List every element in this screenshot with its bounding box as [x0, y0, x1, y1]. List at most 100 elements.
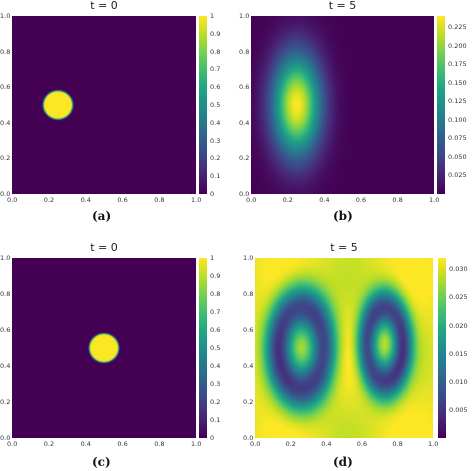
panel-caption: (b)	[333, 209, 353, 223]
y-tick-label: 0.4	[243, 362, 254, 370]
x-tick-label: 0.6	[355, 196, 367, 204]
colorbar-tick-label: 0.4	[210, 118, 221, 127]
colorbar-tick-label: 0.100	[448, 115, 467, 124]
colorbar-tick-label: 0.225	[448, 23, 467, 32]
x-tick-label: 0.8	[392, 440, 403, 448]
x-tick-label: 0.4	[319, 196, 330, 204]
x-tick-label: 0.0	[7, 440, 18, 448]
colorbar-tick-label: 0.125	[448, 97, 467, 106]
colorbar-tick-label: 0.3	[210, 380, 221, 388]
colorbar-tick-label: 0.6	[210, 326, 221, 334]
colorbar-tick-label: 0.015	[449, 349, 468, 358]
colorbar-tick-label: 0.6	[210, 83, 221, 92]
y-tick-label: 0.2	[0, 398, 11, 406]
y-tick-label: 0.0	[0, 434, 11, 442]
x-tick-label: 0.0	[250, 440, 261, 448]
colorbar	[199, 16, 207, 194]
y-tick-label: 0.8	[0, 290, 11, 298]
chart-title: t = 5	[328, 0, 357, 12]
x-tick-label: 0.8	[154, 196, 165, 204]
colorbar-tick-label: 0.050	[448, 152, 467, 161]
x-tick-label: 0.4	[80, 196, 91, 204]
x-tick-label: 1.0	[428, 440, 439, 448]
y-tick-label: 0.6	[0, 83, 11, 92]
y-tick-label: 1.0	[0, 12, 11, 20]
chart-title: t = 0	[90, 0, 118, 12]
panel-caption: (c)	[92, 455, 111, 469]
panel-caption: (d)	[333, 455, 353, 469]
x-tick-label: 0.2	[43, 196, 55, 204]
y-tick-label: 0.0	[0, 190, 11, 198]
colorbar-tick-label: 0.7	[210, 65, 221, 74]
y-tick-label: 0.0	[239, 190, 250, 198]
x-tick-label: 0.6	[117, 196, 128, 204]
y-tick-label: 1.0	[243, 254, 254, 262]
colorbar-tick-label: 0	[210, 434, 215, 442]
y-tick-label: 0.6	[239, 83, 250, 92]
colorbar-tick-label: 0.7	[210, 308, 221, 316]
colorbar-tick-label: 0.150	[448, 78, 467, 87]
colorbar-tick-label: 0.010	[449, 377, 468, 386]
colorbar-tick-label: 0.005	[449, 405, 468, 414]
heatmap-plot	[255, 258, 433, 438]
chart-title: t = 5	[330, 241, 358, 254]
y-tick-label: 0.8	[243, 290, 254, 298]
colorbar-tick-label: 0.2	[210, 398, 221, 406]
y-tick-label: 0.4	[239, 118, 250, 127]
colorbar-tick-label: 0.8	[210, 47, 221, 56]
x-tick-label: 0.6	[117, 440, 128, 448]
x-tick-label: 0.6	[356, 440, 368, 448]
x-tick-label: 1.0	[191, 196, 202, 204]
colorbar-tick-label: 0.200	[448, 41, 467, 50]
y-tick-label: 0.4	[0, 362, 11, 370]
colorbar-tick-label: 0.2	[210, 154, 221, 163]
x-tick-label: 0.4	[321, 440, 332, 448]
colorbar-tick-label: 0.4	[210, 362, 221, 370]
y-tick-label: 1.0	[239, 12, 250, 20]
y-tick-label: 0.6	[243, 326, 254, 334]
x-tick-label: 1.0	[191, 440, 202, 448]
colorbar-tick-label: 0.1	[210, 416, 221, 424]
y-tick-label: 0.2	[0, 154, 11, 163]
colorbar	[437, 16, 445, 194]
colorbar	[199, 258, 207, 438]
chart-title: t = 0	[90, 241, 118, 254]
colorbar-tick-label: 0.3	[210, 136, 221, 145]
x-tick-label: 1.0	[429, 196, 440, 204]
colorbar-tick-label: 0.9	[210, 29, 221, 38]
colorbar-tick-label: 0.025	[449, 293, 468, 302]
x-tick-label: 0.8	[154, 440, 165, 448]
x-tick-label: 0.4	[80, 440, 91, 448]
x-tick-label: 0.2	[282, 196, 293, 204]
x-tick-label: 0.0	[246, 196, 257, 204]
colorbar-tick-label: 0.025	[448, 171, 467, 180]
x-tick-label: 0.0	[7, 196, 18, 204]
colorbar-tick-label: 1	[210, 12, 215, 20]
colorbar-tick-label: 0.020	[449, 321, 468, 330]
colorbar-tick-label: 0.5	[210, 101, 221, 109]
colorbar-tick-label: 0	[210, 190, 215, 198]
colorbar-tick-label: 0.075	[448, 134, 467, 143]
y-tick-label: 0.6	[0, 326, 11, 334]
x-tick-label: 0.2	[43, 440, 55, 448]
colorbar-tick-label: 0.5	[210, 344, 221, 352]
x-tick-label: 0.2	[285, 440, 296, 448]
y-tick-label: 1.0	[0, 254, 11, 262]
colorbar-tick-label: 0.9	[210, 272, 221, 280]
colorbar-tick-label: 0.8	[210, 290, 221, 298]
colorbar-tick-label: 1	[210, 254, 215, 262]
colorbar-tick-label: 0.030	[449, 265, 468, 274]
heatmap-plot	[251, 16, 434, 194]
y-tick-label: 0.4	[0, 118, 11, 127]
colorbar-tick-label: 0.1	[210, 172, 221, 181]
colorbar	[438, 258, 446, 438]
y-tick-label: 0.0	[243, 434, 254, 442]
x-tick-label: 0.8	[392, 196, 403, 204]
y-tick-label: 0.2	[243, 398, 254, 406]
heatmap-plot	[12, 16, 196, 194]
panel-caption: (a)	[92, 209, 112, 223]
heatmap-plot	[12, 258, 196, 438]
y-tick-label: 0.8	[0, 47, 11, 56]
colorbar-tick-label: 0.175	[448, 60, 467, 69]
y-tick-label: 0.8	[239, 47, 250, 56]
